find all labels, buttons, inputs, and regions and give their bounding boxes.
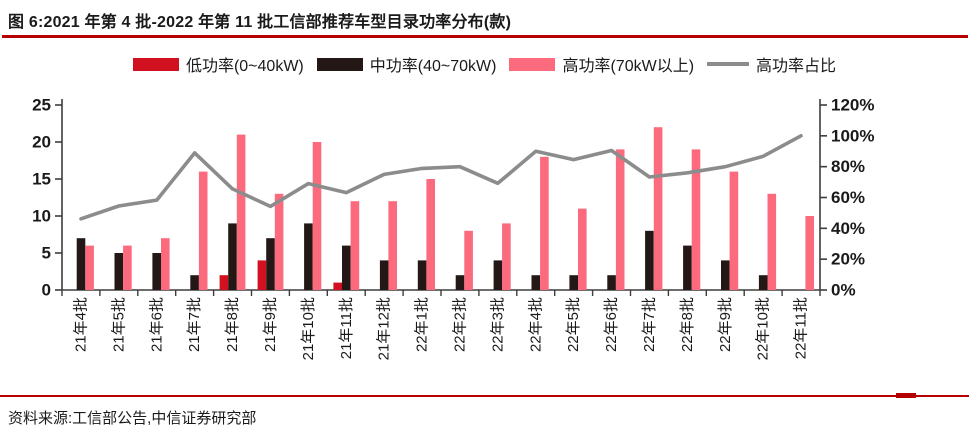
ratio-line-swatch-icon xyxy=(707,62,750,66)
figure-title: 图 6:2021 年第 4 批-2022 年第 11 批工信部推荐车型目录功率分… xyxy=(8,14,512,31)
category-label: 21年10批 xyxy=(300,297,317,360)
legend-label: 高功率占比 xyxy=(756,58,837,75)
category-label: 21年9批 xyxy=(262,297,279,352)
bar xyxy=(85,245,94,290)
bar xyxy=(76,238,86,290)
footer-rule xyxy=(0,393,969,398)
bar xyxy=(464,230,473,290)
bar xyxy=(455,275,465,290)
bar xyxy=(578,208,587,290)
chart-area: 0 5 10 15 20 25 0% 20% 40% 60% 80% 100% 120% 21年4批 21年… xyxy=(0,83,969,395)
category-label: 22年4批 xyxy=(527,297,544,352)
ratio-line xyxy=(79,133,803,221)
right-axis-label: 60% xyxy=(831,188,865,207)
category-label: 22年9批 xyxy=(717,297,734,352)
left-axis-label: 20 xyxy=(32,133,51,152)
high-power-swatch-icon xyxy=(509,57,556,71)
category-label: 21年4批 xyxy=(72,297,89,352)
bar xyxy=(274,193,284,290)
legend-label: 中功率(40~70kW) xyxy=(369,58,497,75)
left-axis-label: 0 xyxy=(42,281,51,300)
category-label: 22年1批 xyxy=(414,297,431,352)
category-label: 21年6批 xyxy=(148,297,165,352)
left-axis-label: 15 xyxy=(32,170,51,189)
bar xyxy=(123,245,132,290)
category-label: 21年12批 xyxy=(376,297,393,360)
legend-item-high-power-ratio: 高功率占比 xyxy=(707,52,836,76)
legend-label: 低功率(0~40kW) xyxy=(185,58,304,75)
chart-legend: 低功率(0~40kW) 中功率(40~70kW) 高功率(70kW以上) 高功率… xyxy=(0,53,969,75)
bar xyxy=(304,223,313,290)
bar xyxy=(161,238,170,290)
category-label: 21年5批 xyxy=(110,297,127,352)
bar xyxy=(333,282,342,290)
mid-power-swatch-icon xyxy=(316,57,363,71)
title-underline xyxy=(2,35,968,38)
bar xyxy=(805,216,814,290)
source-note: 资料来源:工信部公告,中信证券研究部 xyxy=(8,410,257,427)
power-distribution-chart: 0 5 10 15 20 25 0% 20% 40% 60% 80% 100% 120% 21年4批 21年… xyxy=(32,96,874,361)
bar xyxy=(493,260,503,290)
left-axis-label: 25 xyxy=(32,96,51,115)
bar xyxy=(257,260,267,290)
bar xyxy=(236,134,246,290)
bar xyxy=(767,193,777,290)
category-label: 22年3批 xyxy=(489,297,506,352)
category-label: 22年2批 xyxy=(451,297,468,352)
bar xyxy=(653,127,663,290)
category-label: 21年8批 xyxy=(224,297,241,352)
bar xyxy=(607,275,616,290)
bar xyxy=(426,179,435,290)
bar xyxy=(114,253,124,290)
right-axis-label: 100% xyxy=(831,126,874,145)
bar xyxy=(502,223,511,290)
bar xyxy=(312,142,322,290)
bar xyxy=(417,260,427,290)
low-power-swatch-icon xyxy=(132,57,179,71)
right-axis-label: 120% xyxy=(831,96,874,115)
bar xyxy=(645,230,654,290)
category-label: 22年11批 xyxy=(793,297,810,359)
left-axis-label: 10 xyxy=(32,207,51,226)
bar xyxy=(758,275,768,290)
bar xyxy=(350,201,360,290)
category-label: 22年6批 xyxy=(603,297,620,352)
bar xyxy=(683,245,692,290)
legend-label: 高功率(70kW以上) xyxy=(562,58,695,75)
right-axis-label: 40% xyxy=(831,219,865,238)
category-label: 22年10批 xyxy=(755,297,772,360)
bar xyxy=(266,238,275,290)
bar xyxy=(531,275,541,290)
right-axis-label: 80% xyxy=(831,157,865,176)
bar xyxy=(198,171,208,290)
footer-rule-endcap xyxy=(896,393,916,398)
category-label: 22年7批 xyxy=(641,297,658,352)
bar xyxy=(388,201,397,290)
category-label: 21年7批 xyxy=(186,297,203,352)
right-axis-label: 0% xyxy=(831,281,856,300)
legend-item-high-power: 高功率(70kW以上) xyxy=(509,52,694,76)
legend-item-low-power: 低功率(0~40kW) xyxy=(132,52,304,76)
bar xyxy=(729,171,739,290)
bar xyxy=(569,275,578,290)
bar xyxy=(721,260,730,290)
bar xyxy=(540,156,549,290)
category-label: 22年8批 xyxy=(679,297,696,352)
left-axis-label: 5 xyxy=(42,244,51,263)
bar xyxy=(190,275,199,290)
bar xyxy=(228,223,237,290)
category-label: 22年5批 xyxy=(565,297,582,352)
bar xyxy=(152,253,161,290)
bar xyxy=(379,260,389,290)
right-axis-label: 20% xyxy=(831,250,865,269)
legend-item-mid-power: 中功率(40~70kW) xyxy=(316,52,497,76)
bar xyxy=(615,149,625,290)
bar xyxy=(219,275,229,290)
category-label: 21年11批 xyxy=(338,297,355,359)
bar xyxy=(342,245,351,290)
bar xyxy=(691,149,701,290)
